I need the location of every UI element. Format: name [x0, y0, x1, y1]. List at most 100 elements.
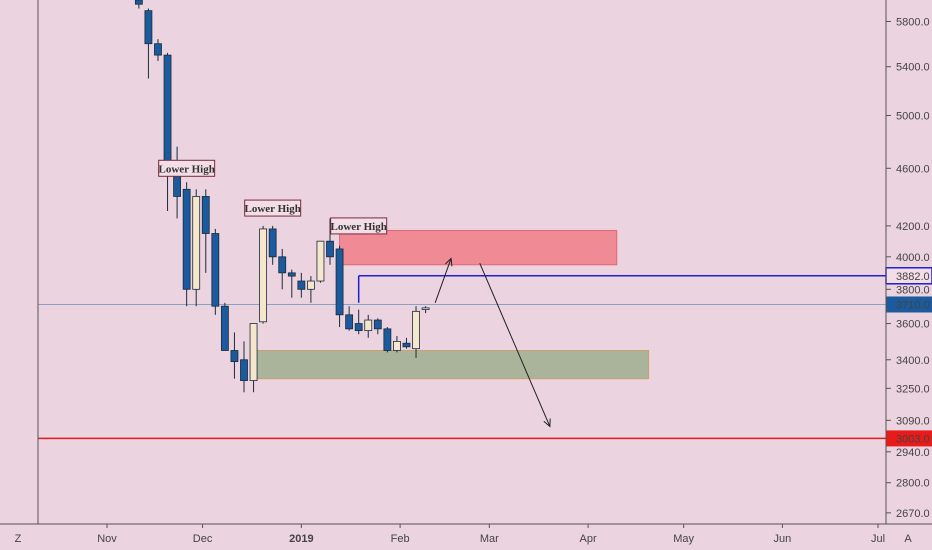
lower-high-label-box	[330, 217, 388, 235]
candle-body	[297, 280, 306, 290]
candle-body	[192, 196, 201, 290]
price-tick-label: 4000.0	[896, 252, 930, 264]
price-tick-label: 5800.0	[896, 16, 930, 28]
candle-body	[316, 240, 325, 282]
candle-body	[278, 256, 287, 274]
candle	[220, 302, 229, 351]
candle	[326, 218, 334, 265]
candle	[383, 327, 392, 353]
lower-high-label-box	[244, 199, 302, 217]
price-tick-label: 3600.0	[896, 319, 930, 331]
price-tag-text: 3882.0	[896, 271, 930, 283]
price-tick-label: 5400.0	[896, 62, 930, 74]
horizontal-lines-layer	[38, 275, 886, 440]
candle	[393, 335, 401, 353]
price-axis[interactable]: 5800.0 5400.0 5000.0 4600.0 4200.0 4000.0 3800…	[885, 16, 932, 520]
candle-body	[230, 350, 239, 363]
time-tick-label: Jul	[871, 533, 885, 545]
candle-body	[249, 323, 258, 381]
candle	[354, 309, 363, 335]
candle-body	[182, 188, 191, 290]
candle-body	[412, 310, 420, 350]
candle-body	[154, 43, 162, 56]
projection-arrow-head	[445, 257, 453, 267]
lower-high-label-text: Lower High	[158, 163, 214, 175]
candle	[412, 306, 420, 358]
candle	[144, 8, 153, 79]
lower-high-label-box	[158, 159, 216, 177]
price-tick-label: 4600.0	[896, 163, 930, 175]
candle-body	[307, 280, 315, 290]
annotations-layer: Lower High Lower High Lower High	[158, 159, 388, 235]
candle	[259, 225, 268, 324]
candle	[278, 248, 287, 290]
candle-body	[287, 272, 296, 277]
time-tick-label: Mar	[480, 533, 499, 545]
candle	[182, 182, 191, 307]
price-tick-label: 3800.0	[896, 284, 930, 296]
lower-high-label: Lower High	[330, 217, 388, 235]
candle-body	[268, 228, 277, 258]
time-axis[interactable]: Nov Dec 2019 Feb Mar Apr May Jun Jul	[97, 524, 885, 545]
candle	[364, 314, 373, 338]
candle-body	[421, 307, 430, 311]
candle	[421, 306, 430, 314]
candle	[297, 272, 306, 298]
lower-high-label-text: Lower High	[331, 221, 387, 233]
candle-body	[240, 359, 248, 381]
candle-body	[144, 10, 153, 45]
candle	[335, 245, 344, 328]
last-price-price-tag: 3710.0	[886, 296, 932, 313]
candle	[316, 240, 325, 283]
candle-body	[393, 340, 401, 351]
candle-body	[134, 0, 143, 5]
price-tick-label: 2800.0	[896, 478, 930, 490]
time-tick-label: Apr	[580, 533, 597, 545]
candle	[201, 189, 210, 273]
candle	[211, 228, 220, 315]
candles-layer	[134, 0, 430, 393]
candle-body	[326, 240, 334, 258]
price-tick-label: 3400.0	[896, 355, 930, 367]
candle-body	[201, 196, 210, 234]
time-tick-label: Feb	[391, 533, 410, 545]
price-tag-text: 3710.0	[896, 299, 930, 311]
price-tick-label: 5000.0	[896, 110, 930, 122]
footer-left-label[interactable]: Z	[15, 533, 22, 545]
time-tick-label: May	[673, 533, 694, 545]
price-tick-label: 3250.0	[896, 383, 930, 395]
projection-arrow-shaft	[479, 262, 551, 427]
price-tick-label: 3090.0	[896, 415, 930, 427]
price-tag-box	[886, 296, 932, 313]
resistance-price-tag: 3882.0	[885, 267, 932, 285]
candle-body	[364, 319, 373, 332]
candle-body	[335, 248, 344, 316]
candle	[402, 337, 411, 349]
price-tag-text: 3003.0	[896, 433, 930, 445]
candle	[192, 189, 201, 307]
candle	[249, 323, 258, 393]
candle-body	[345, 314, 354, 330]
footer-bar: Z A	[15, 533, 913, 545]
candle-body	[220, 305, 229, 351]
candle	[307, 276, 315, 303]
candle	[240, 341, 248, 393]
supply-zone	[339, 229, 618, 266]
price-tick-label: 2940.0	[896, 447, 930, 459]
candle	[154, 39, 162, 61]
price-tag-box	[886, 430, 932, 447]
candle	[345, 306, 354, 331]
candle	[268, 225, 277, 265]
time-tick-label: Jun	[774, 533, 792, 545]
arrows-layer	[434, 257, 551, 428]
zones-layer	[253, 229, 650, 380]
candle	[287, 269, 296, 298]
candle-body	[402, 342, 411, 348]
candle	[134, 0, 143, 9]
footer-right-label[interactable]: A	[904, 533, 912, 545]
lower-high-label-text: Lower High	[245, 203, 301, 215]
candle-body	[163, 54, 172, 162]
